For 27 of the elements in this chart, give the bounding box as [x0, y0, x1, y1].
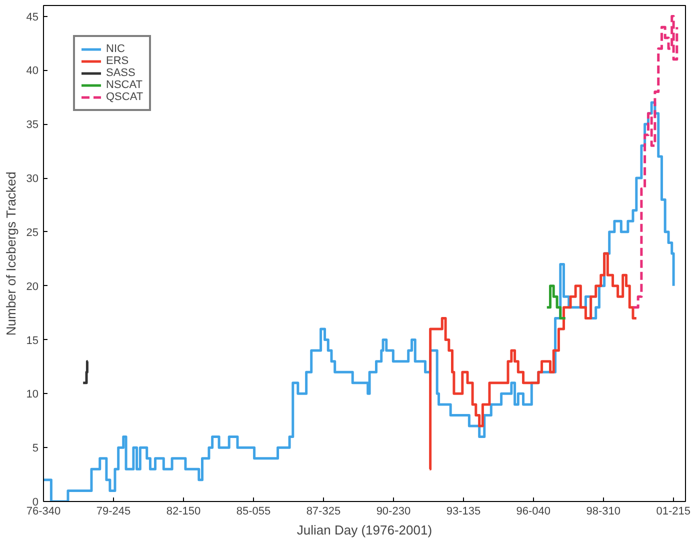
legend-label: SASS: [106, 67, 136, 79]
y-tick-label: 5: [32, 442, 39, 455]
y-tick-label: 20: [26, 280, 39, 293]
y-axis-title: Number of Icebergs Tracked: [3, 172, 18, 336]
legend-label: NIC: [106, 43, 126, 55]
x-tick-label: 01-215: [656, 506, 691, 518]
y-tick-label: 0: [32, 496, 39, 508]
y-tick-label: 30: [26, 173, 39, 186]
x-tick-label: 87-325: [306, 506, 341, 518]
legend-label: QSCAT: [106, 91, 144, 103]
y-tick-label: 35: [26, 119, 39, 132]
x-tick-label: 90-230: [376, 506, 411, 518]
x-tick-label: 93-135: [446, 506, 481, 518]
x-tick-label: 85-055: [236, 506, 271, 518]
x-tick-label: 82-150: [166, 506, 201, 518]
y-tick-label: 10: [26, 388, 39, 401]
y-tick-label: 15: [26, 334, 39, 347]
y-tick-label: 40: [26, 65, 39, 78]
y-tick-label: 45: [26, 11, 39, 24]
legend-label: ERS: [106, 55, 129, 67]
x-tick-label: 76-340: [26, 506, 61, 518]
legend-label: NSCAT: [106, 79, 142, 91]
x-tick-label: 96-040: [516, 506, 551, 518]
x-tick-label: 98-310: [586, 506, 621, 518]
y-tick-label: 25: [26, 226, 39, 239]
x-axis-title: Julian Day (1976-2001): [296, 522, 432, 538]
x-tick-label: 79-245: [96, 506, 131, 518]
